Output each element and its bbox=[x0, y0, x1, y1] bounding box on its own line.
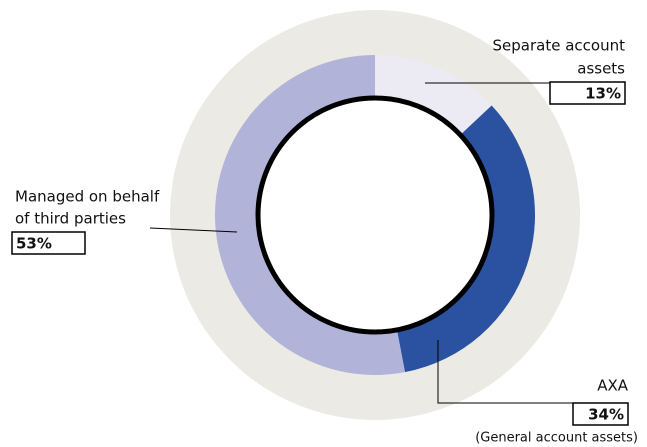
value-box bbox=[11, 231, 86, 255]
slice-label: of third parties bbox=[15, 210, 126, 228]
leader-line bbox=[437, 340, 573, 404]
slice-label: AXA bbox=[597, 377, 629, 395]
slice-label: assets bbox=[577, 60, 625, 78]
donut-segment bbox=[215, 55, 405, 375]
value-box bbox=[549, 81, 626, 105]
inner-circle bbox=[255, 95, 495, 335]
slice-label: Separate account bbox=[493, 37, 626, 55]
value-box bbox=[572, 402, 629, 426]
value-label: 13% bbox=[585, 85, 621, 103]
annotation: (General account assets) bbox=[475, 431, 638, 446]
donut-segment bbox=[396, 105, 535, 373]
slice-label: Managed on behalf bbox=[15, 188, 160, 206]
segments bbox=[215, 55, 535, 375]
labels: Separate account assets 13% AXA 34% Managed o… bbox=[11, 37, 638, 446]
value-label: 34% bbox=[588, 406, 624, 424]
value-label: 53% bbox=[16, 235, 52, 253]
leader-line bbox=[149, 227, 238, 233]
donut-segment bbox=[375, 55, 492, 135]
